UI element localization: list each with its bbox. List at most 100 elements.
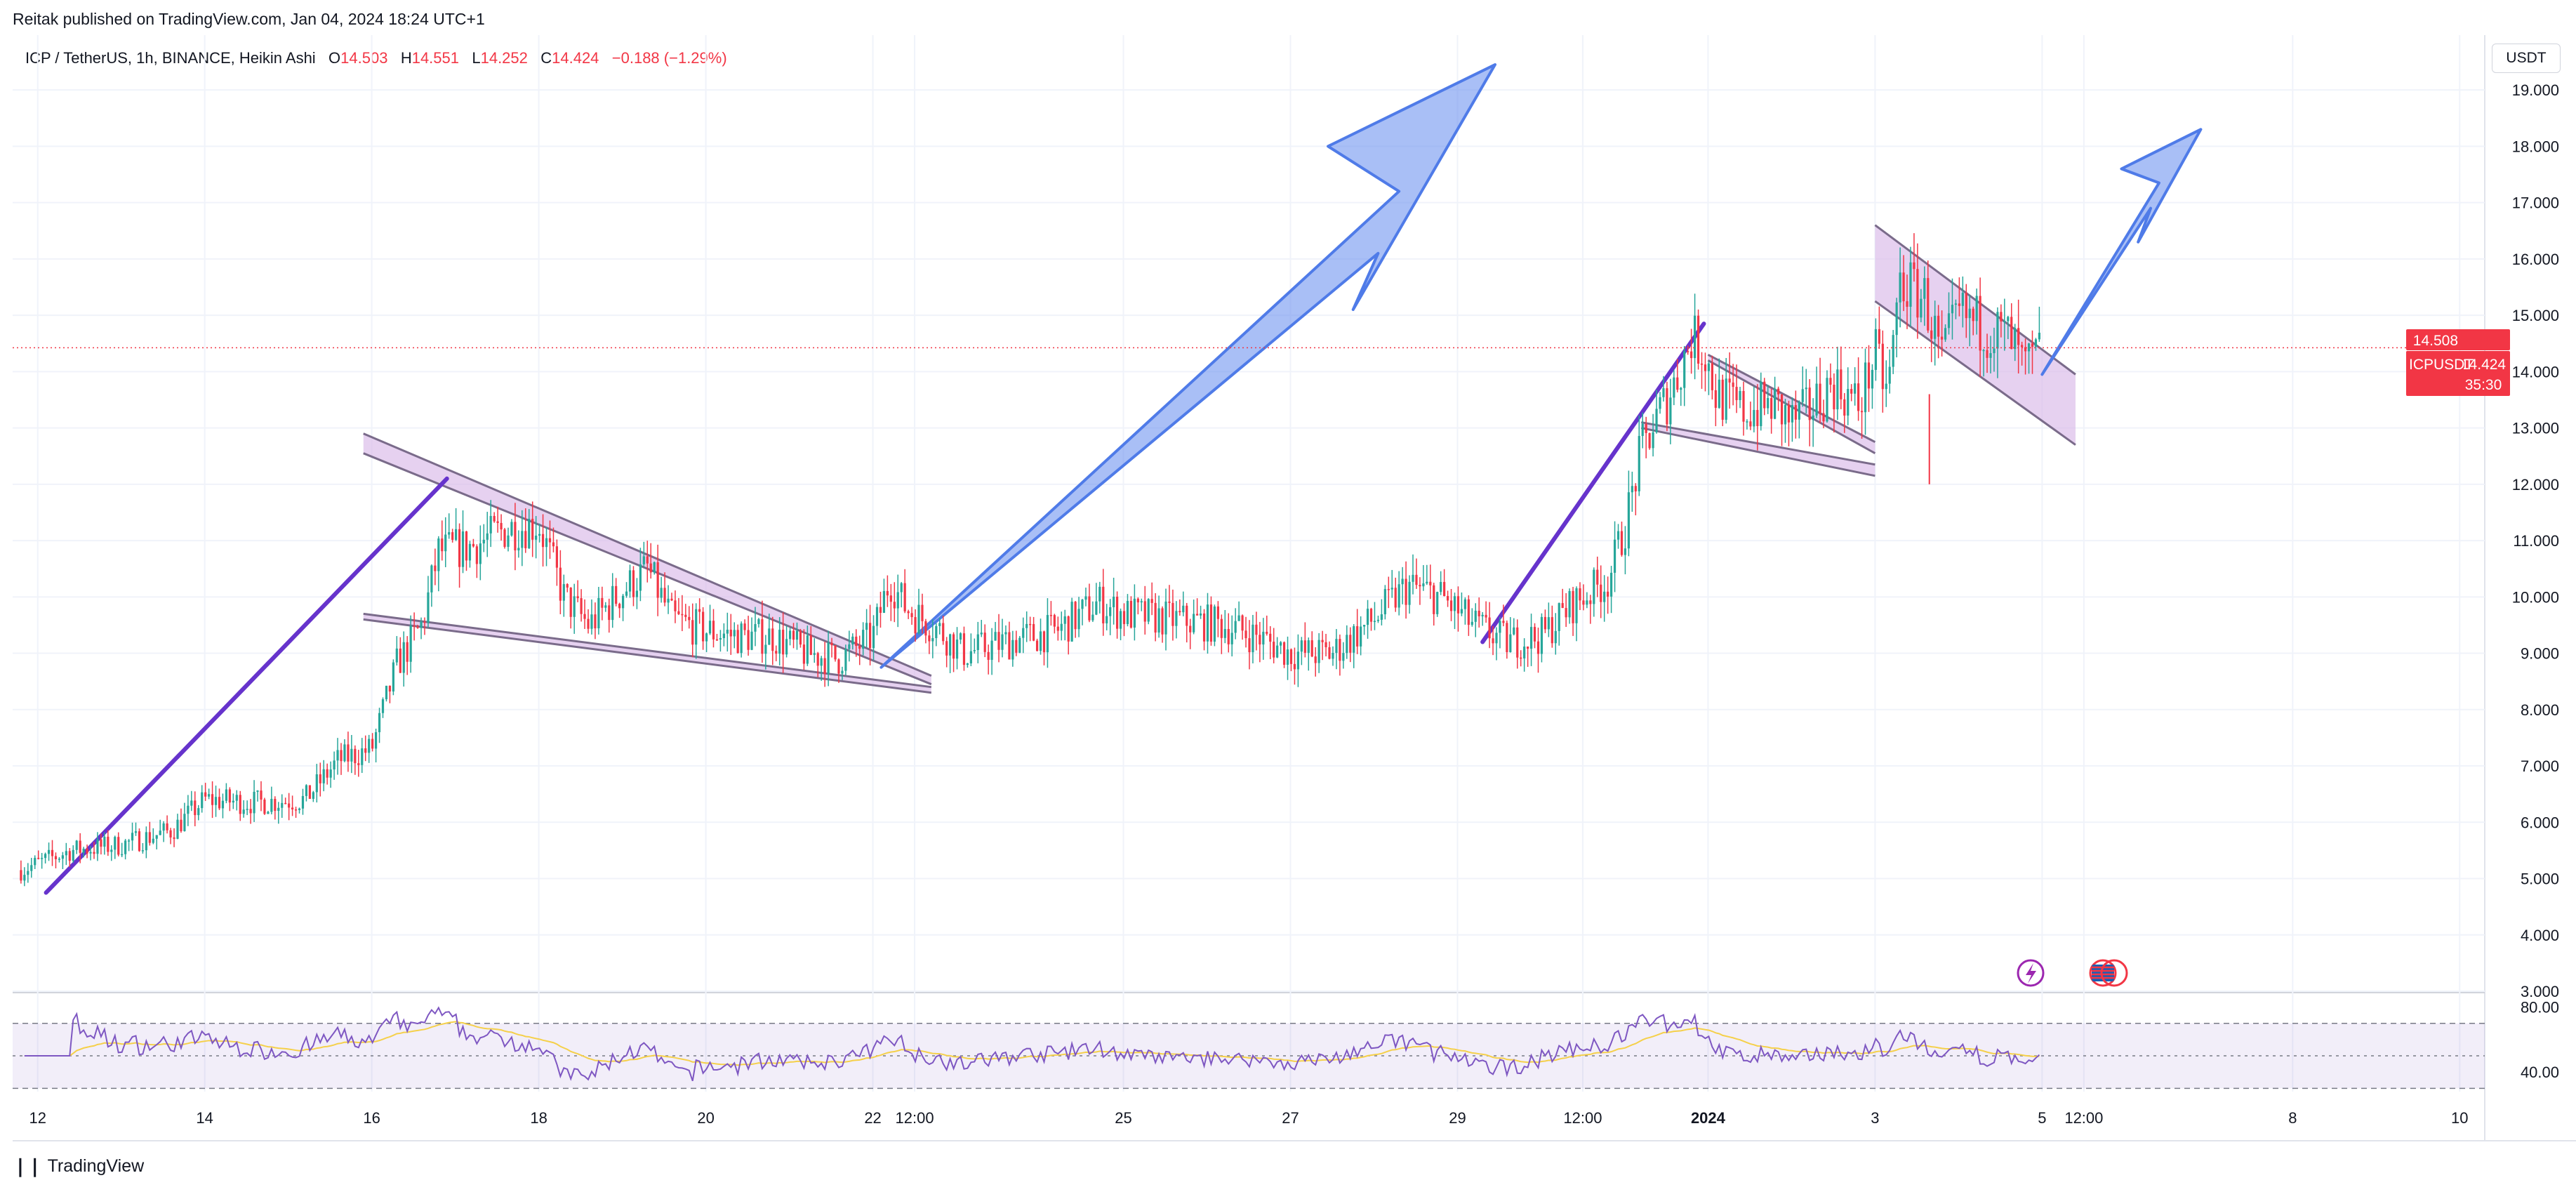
time-tick-label: 27 xyxy=(1282,1109,1299,1127)
candle-body xyxy=(893,602,896,609)
candle-body xyxy=(1520,657,1522,659)
low-value: 14.252 xyxy=(480,49,528,67)
candle-body xyxy=(1237,615,1240,621)
candle-body xyxy=(1707,363,1711,371)
candle-body xyxy=(350,748,353,762)
candle-body xyxy=(865,623,868,630)
candle-body xyxy=(1074,602,1077,630)
candle-body xyxy=(976,634,979,650)
candle-body xyxy=(1182,605,1185,613)
candle-body xyxy=(1683,351,1686,388)
candle-body xyxy=(844,649,847,671)
candle-body xyxy=(1314,656,1317,663)
candle-body xyxy=(312,792,314,799)
candle-body xyxy=(733,630,736,637)
time-tick-label: 5 xyxy=(2038,1109,2046,1127)
candle-body xyxy=(1547,617,1550,630)
rsi-pane: 40.00 80.00 xyxy=(13,999,2559,1090)
candle-body xyxy=(1558,603,1560,631)
candle-body xyxy=(1426,581,1428,584)
candle-body xyxy=(152,838,154,843)
candle-body xyxy=(754,624,757,632)
candle-body xyxy=(910,613,913,618)
candle-body xyxy=(1687,351,1689,352)
footer-brand[interactable]: ❘❘ TradingView xyxy=(13,1155,144,1177)
candle-body xyxy=(1662,388,1665,397)
candle-body xyxy=(559,567,562,601)
candle-body xyxy=(221,800,225,809)
low-label: L xyxy=(472,49,481,67)
candle-body xyxy=(482,539,485,544)
candle-body xyxy=(848,644,851,649)
candle-body xyxy=(1405,578,1407,605)
candle-body xyxy=(1613,539,1616,573)
candle-body xyxy=(1735,387,1738,400)
rsi-tick-label: 80.00 xyxy=(2521,999,2559,1016)
candle-body xyxy=(1697,315,1700,364)
candle-body xyxy=(785,639,788,655)
candle-body xyxy=(1332,653,1334,659)
price-tick-label: 18.000 xyxy=(2512,138,2559,155)
candle-body xyxy=(1346,635,1348,654)
candle-body xyxy=(93,852,95,854)
close-label: C xyxy=(540,49,552,67)
candle-body xyxy=(1572,590,1574,623)
candle-body xyxy=(573,596,576,617)
candle-body xyxy=(882,590,886,613)
candle-body xyxy=(242,809,245,814)
candle-body xyxy=(980,633,983,635)
candle-body xyxy=(489,516,492,534)
candle-body xyxy=(1780,394,1784,425)
candle-body xyxy=(1749,421,1752,427)
candle-body xyxy=(1481,614,1484,616)
lightning-icon[interactable] xyxy=(2017,959,2045,987)
candle-body xyxy=(500,522,503,530)
price-tag-countdown: 35:30 xyxy=(2465,377,2502,393)
candle-body xyxy=(816,653,819,666)
wedge-upper-band-fill xyxy=(1708,355,1875,453)
candle-body xyxy=(907,611,910,614)
candle-body xyxy=(232,800,234,803)
candle-body xyxy=(1746,421,1748,423)
price-tick-label: 19.000 xyxy=(2512,81,2559,99)
flag-icon[interactable] xyxy=(2089,959,2128,987)
candle-body xyxy=(413,625,416,627)
candle-body xyxy=(538,534,541,536)
candle-body xyxy=(1492,638,1494,644)
candle-body xyxy=(688,616,691,621)
candle-body xyxy=(656,562,659,598)
candle-body xyxy=(58,859,61,860)
tradingview-logo-icon: ❘❘ xyxy=(13,1155,43,1177)
candle-body xyxy=(138,831,141,852)
candle-body xyxy=(1638,436,1640,491)
candle-body xyxy=(1408,581,1411,605)
candle-body xyxy=(580,598,583,614)
time-tick-label: 10 xyxy=(2451,1109,2468,1127)
candle-body xyxy=(1645,423,1647,433)
candle-body xyxy=(294,809,298,811)
candle-body xyxy=(1321,640,1324,642)
candle-body xyxy=(1179,611,1181,613)
candle-body xyxy=(399,648,401,673)
candle-body xyxy=(517,548,520,551)
candle-body xyxy=(795,630,799,640)
candle-body xyxy=(173,837,175,839)
candle-body xyxy=(615,585,618,604)
candle-body xyxy=(44,854,47,859)
candle-body xyxy=(1979,296,1981,351)
candle-body xyxy=(2038,332,2041,340)
time-tick-label: 14 xyxy=(196,1109,213,1127)
candle-body xyxy=(1230,633,1233,644)
candle-body xyxy=(862,630,865,649)
candle-body xyxy=(792,630,795,640)
candle-body xyxy=(1885,383,1887,390)
candle-body xyxy=(2010,317,2013,350)
symbol-tag: ICPUSDT xyxy=(2409,357,2474,373)
candle-body xyxy=(110,849,113,852)
candle-body xyxy=(569,588,572,617)
candle-body xyxy=(1025,623,1028,628)
candle-body xyxy=(827,642,830,674)
currency-unit-button[interactable]: USDT xyxy=(2492,44,2561,73)
candle-body xyxy=(1784,404,1787,425)
